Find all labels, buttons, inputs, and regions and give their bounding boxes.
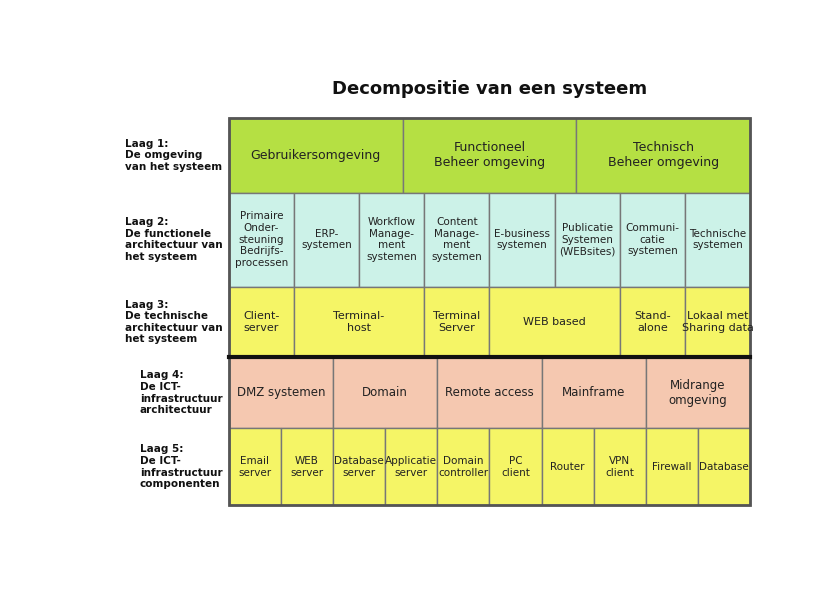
Text: Communi-
catie
systemen: Communi- catie systemen xyxy=(625,223,680,256)
Text: ERP-
systemen: ERP- systemen xyxy=(301,229,352,251)
Bar xyxy=(542,428,594,505)
Text: Client-
server: Client- server xyxy=(243,311,280,333)
Text: Laag 1:
De omgeving
van het systeem: Laag 1: De omgeving van het systeem xyxy=(125,139,223,172)
Text: Laag 2:
De functionele
architectuur van
het systeem: Laag 2: De functionele architectuur van … xyxy=(125,217,223,262)
Text: Gebruikersomgeving: Gebruikersomgeving xyxy=(250,149,381,162)
Bar xyxy=(386,428,438,505)
Bar xyxy=(359,193,424,286)
Text: Firewall: Firewall xyxy=(652,462,691,472)
Bar xyxy=(620,286,685,358)
Text: Primaire
Onder-
steuning
Bedrijfs-
processen: Primaire Onder- steuning Bedrijfs- proce… xyxy=(234,212,288,268)
Bar xyxy=(294,286,424,358)
Text: Laag 5:
De ICT-
infrastructuur
componenten: Laag 5: De ICT- infrastructuur component… xyxy=(140,444,223,489)
Bar xyxy=(228,358,333,428)
Text: Midrange
omgeving: Midrange omgeving xyxy=(669,379,727,407)
Bar xyxy=(333,358,438,428)
Bar xyxy=(228,286,294,358)
Text: Router: Router xyxy=(550,462,585,472)
Text: Laag 4:
De ICT-
infrastructuur
architectuur: Laag 4: De ICT- infrastructuur architect… xyxy=(140,370,223,415)
Bar xyxy=(424,286,490,358)
Bar xyxy=(228,193,294,286)
Text: Decompositie van een systeem: Decompositie van een systeem xyxy=(332,80,647,97)
Bar xyxy=(424,193,490,286)
Bar xyxy=(228,118,750,505)
Bar xyxy=(490,193,554,286)
Bar xyxy=(594,428,646,505)
Text: Technisch
Beheer omgeving: Technisch Beheer omgeving xyxy=(607,141,719,169)
Text: Stand-
alone: Stand- alone xyxy=(634,311,670,333)
Bar xyxy=(646,428,698,505)
Text: VPN
client: VPN client xyxy=(606,456,634,478)
Bar xyxy=(685,286,750,358)
Bar xyxy=(281,428,333,505)
Bar xyxy=(698,428,750,505)
Text: WEB
server: WEB server xyxy=(291,456,323,478)
Text: Workflow
Manage-
ment
systemen: Workflow Manage- ment systemen xyxy=(366,217,417,262)
Bar xyxy=(438,428,490,505)
Text: Applicatie
server: Applicatie server xyxy=(386,456,437,478)
Text: Terminal-
host: Terminal- host xyxy=(333,311,385,333)
Text: Publicatie
Systemen
(WEBsites): Publicatie Systemen (WEBsites) xyxy=(559,223,616,256)
Text: Remote access: Remote access xyxy=(445,386,533,399)
Text: Database
server: Database server xyxy=(334,456,384,478)
Text: Domain
controller: Domain controller xyxy=(438,456,488,478)
Bar xyxy=(554,193,620,286)
Text: Terminal
Server: Terminal Server xyxy=(433,311,480,333)
Bar xyxy=(228,118,402,193)
Bar xyxy=(402,118,576,193)
Text: Content
Manage-
ment
systemen: Content Manage- ment systemen xyxy=(432,217,482,262)
Bar xyxy=(685,193,750,286)
Bar xyxy=(542,358,646,428)
Bar xyxy=(438,358,542,428)
Text: Technische
systemen: Technische systemen xyxy=(689,229,746,251)
Text: Mainframe: Mainframe xyxy=(562,386,625,399)
Bar xyxy=(490,286,620,358)
Bar xyxy=(294,193,359,286)
Text: Email
server: Email server xyxy=(239,456,271,478)
Text: PC
client: PC client xyxy=(501,456,530,478)
Text: E-business
systemen: E-business systemen xyxy=(494,229,550,251)
Bar xyxy=(576,118,750,193)
Text: WEB based: WEB based xyxy=(523,317,586,327)
Text: Lokaal met
Sharing data: Lokaal met Sharing data xyxy=(681,311,753,333)
Bar xyxy=(620,193,685,286)
Bar xyxy=(333,428,386,505)
Text: DMZ systemen: DMZ systemen xyxy=(237,386,325,399)
Bar xyxy=(228,428,281,505)
Text: Database: Database xyxy=(699,462,749,472)
Bar xyxy=(490,428,542,505)
Text: Domain: Domain xyxy=(362,386,408,399)
Text: Functioneel
Beheer omgeving: Functioneel Beheer omgeving xyxy=(433,141,545,169)
Bar xyxy=(646,358,750,428)
Text: Laag 3:
De technische
architectuur van
het systeem: Laag 3: De technische architectuur van h… xyxy=(125,300,223,344)
